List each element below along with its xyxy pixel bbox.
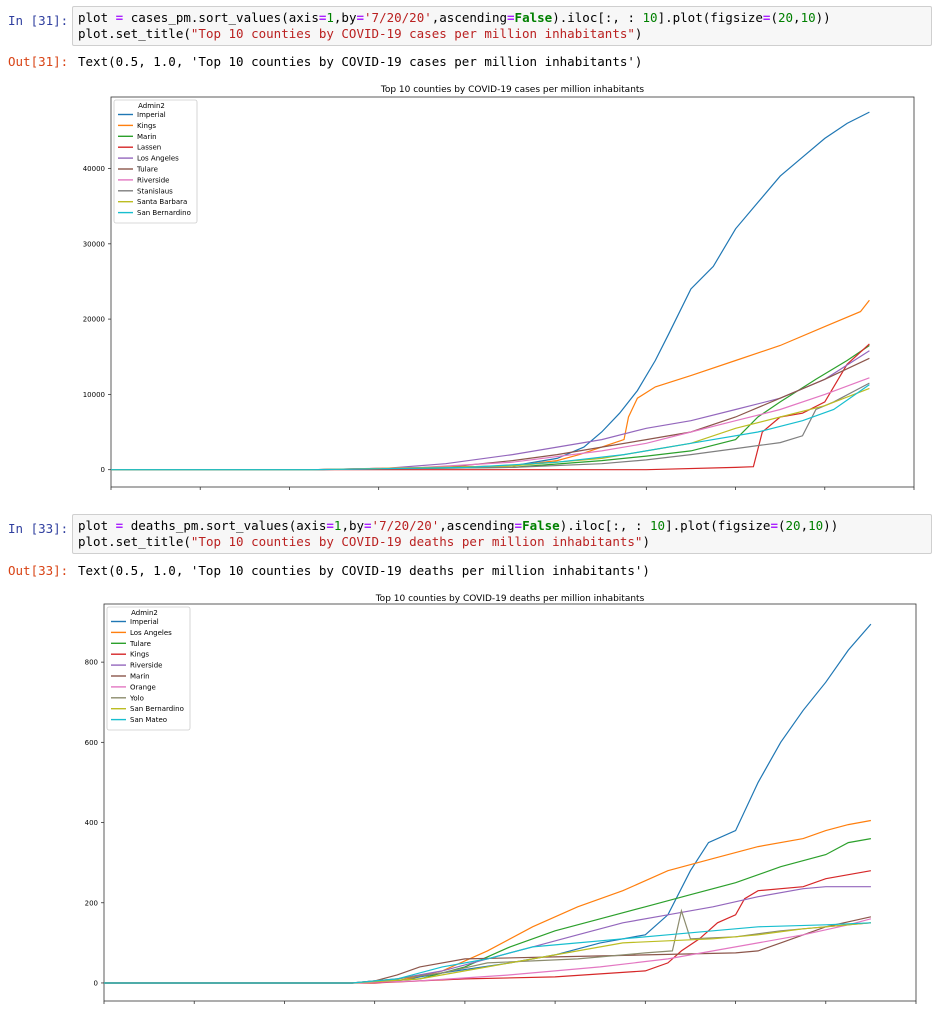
input-prompt: In [31]: — [8, 13, 69, 28]
output-prompt: Out[31]: — [8, 54, 69, 69]
plot-area — [103, 603, 917, 1002]
legend-label: Santa Barbara — [137, 198, 187, 206]
legend-label: Orange — [130, 683, 156, 691]
legend-label: Riverside — [137, 176, 169, 184]
chart-title: Top 10 counties by COVID-19 deaths per m… — [375, 594, 645, 604]
legend-label: Stanislaus — [137, 187, 173, 195]
y-tick-label: 20000 — [83, 316, 105, 324]
code-line[interactable]: plot.set_title("Top 10 counties by COVID… — [78, 26, 643, 41]
series-line — [111, 384, 870, 471]
legend — [106, 606, 191, 731]
legend-label: Marin — [130, 673, 150, 681]
deaths-chart: Top 10 counties by COVID-19 deaths per m… — [85, 594, 917, 1004]
code-cell[interactable] — [72, 514, 932, 554]
legend-label: Los Angeles — [130, 629, 172, 637]
y-tick-label: 0 — [101, 466, 105, 474]
series-line — [104, 908, 871, 984]
series-line — [111, 343, 870, 471]
series-line — [111, 382, 870, 471]
y-tick-label: 10000 — [83, 391, 105, 399]
legend-label: Lassen — [137, 144, 161, 152]
y-tick-label: 40000 — [83, 165, 105, 173]
legend-label: San Mateo — [130, 716, 167, 724]
legend-label: Tulare — [136, 166, 158, 174]
plot-area — [110, 96, 915, 488]
legend-label: San Bernardino — [137, 209, 191, 217]
legend-label: Kings — [137, 122, 156, 130]
y-tick-label: 800 — [85, 659, 98, 667]
code-line[interactable]: plot.set_title("Top 10 counties by COVID… — [78, 534, 650, 549]
output-text: Text(0.5, 1.0, 'Top 10 counties by COVID… — [78, 54, 643, 69]
y-tick-label: 0 — [94, 979, 98, 987]
output-prompt: Out[33]: — [8, 563, 69, 578]
y-tick-label: 600 — [85, 739, 98, 747]
legend-title: Admin2 — [131, 609, 158, 617]
legend — [113, 99, 198, 224]
legend-label: Los Angeles — [137, 155, 179, 163]
series-line — [104, 918, 872, 984]
legend-label: Imperial — [130, 618, 159, 626]
output-text: Text(0.5, 1.0, 'Top 10 counties by COVID… — [78, 563, 650, 578]
y-tick-label: 400 — [85, 819, 98, 827]
code-line[interactable]: plot = cases_pm.sort_values(axis=1,by='7… — [78, 10, 831, 25]
legend-label: San Bernardino — [130, 705, 184, 713]
cases-chart: Top 10 counties by COVID-19 cases per mi… — [83, 85, 915, 490]
series-line — [104, 838, 872, 984]
legend-title: Admin2 — [138, 102, 165, 110]
chart-title: Top 10 counties by COVID-19 cases per mi… — [380, 85, 645, 95]
legend-label: Marin — [137, 133, 157, 141]
code-cell[interactable] — [72, 6, 932, 46]
series-line — [104, 922, 871, 984]
y-tick-label: 200 — [85, 899, 98, 907]
series-line — [104, 819, 872, 984]
series-line — [104, 922, 871, 984]
legend-label: Kings — [130, 651, 149, 659]
input-prompt: In [33]: — [8, 521, 69, 536]
y-tick-label: 30000 — [83, 240, 105, 248]
legend-label: Riverside — [130, 662, 162, 670]
legend-label: Yolo — [129, 694, 144, 702]
legend-label: Tulare — [129, 640, 151, 648]
code-line[interactable]: plot = deaths_pm.sort_values(axis=1,by='… — [78, 518, 839, 533]
legend-label: Imperial — [137, 111, 166, 119]
series-line — [111, 111, 870, 471]
